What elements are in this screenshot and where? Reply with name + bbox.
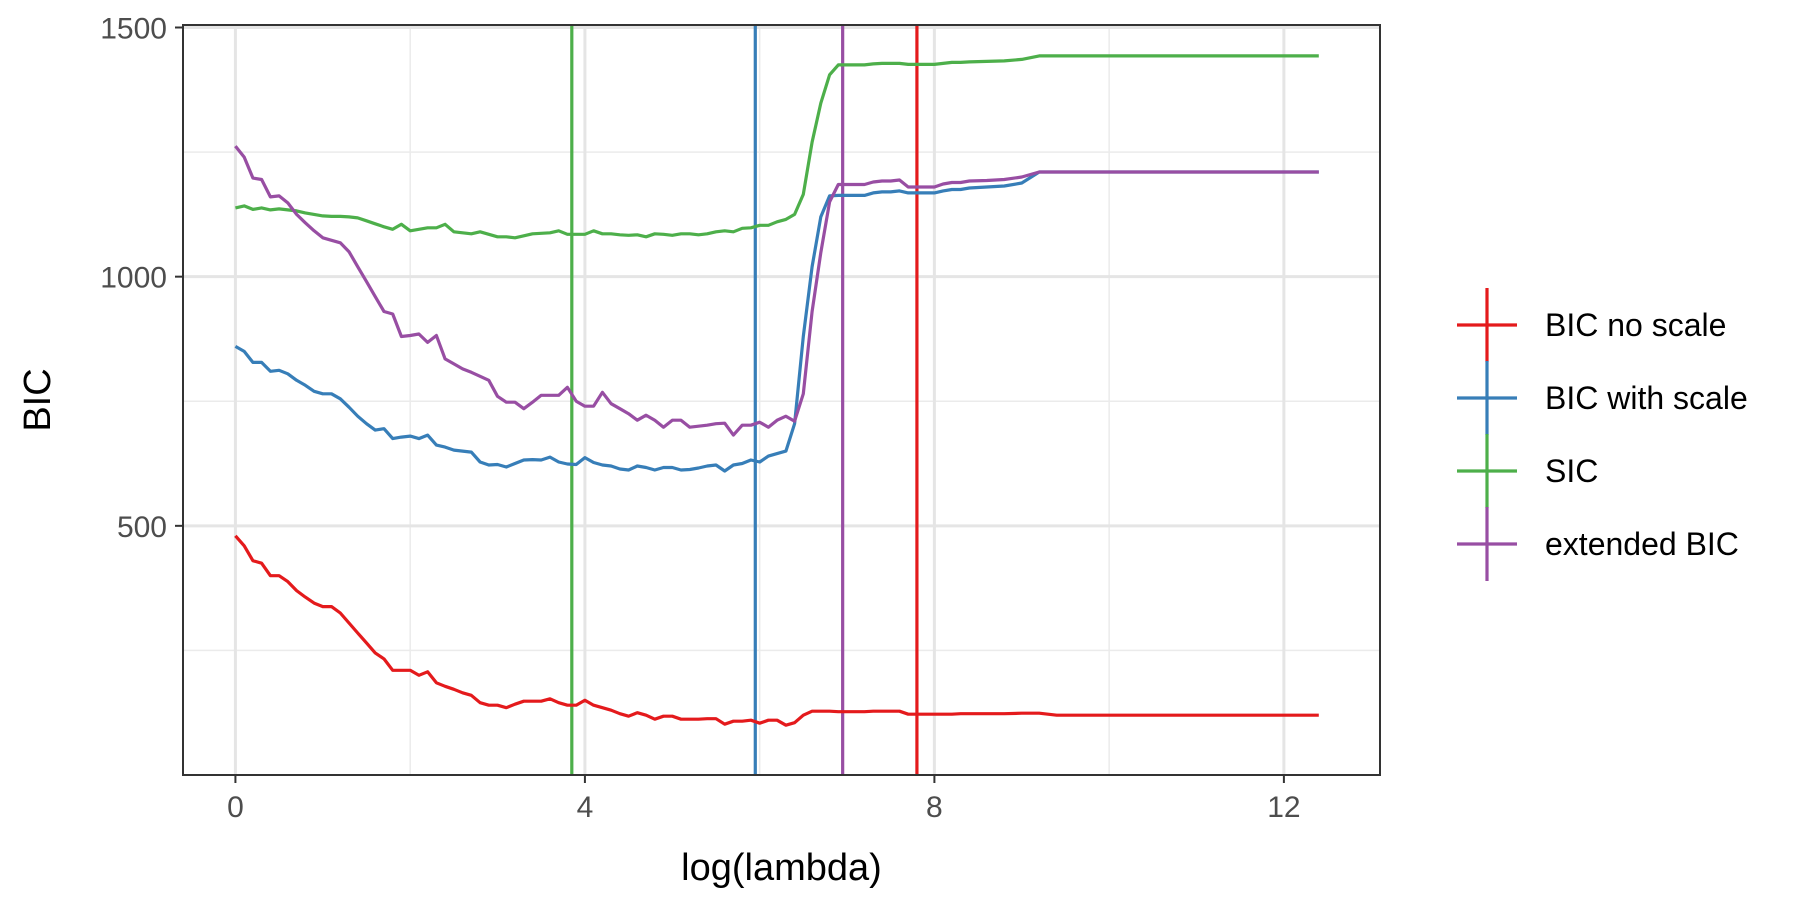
legend-item-bic-no-scale: BIC no scale bbox=[1457, 288, 1726, 362]
legend-label: SIC bbox=[1545, 453, 1598, 489]
y-axis-title: BIC bbox=[17, 368, 59, 431]
series-line-extended-bic bbox=[234, 145, 1319, 437]
legend-item-bic-with-scale: BIC with scale bbox=[1457, 361, 1748, 435]
legend-item-sic: SIC bbox=[1457, 434, 1598, 508]
y-tick-label: 1000 bbox=[100, 262, 167, 295]
x-tick-label: 8 bbox=[926, 791, 943, 824]
series-line-bic-with-scale bbox=[234, 170, 1319, 473]
legend: BIC no scale BIC with scale SIC extended BI… bbox=[1457, 288, 1748, 581]
grid-minor bbox=[183, 25, 1380, 775]
y-tick-label: 1500 bbox=[100, 12, 167, 45]
x-axis: 0 4 8 12 bbox=[227, 775, 1301, 824]
x-tick-label: 12 bbox=[1267, 791, 1300, 824]
legend-label: BIC with scale bbox=[1545, 380, 1748, 416]
vertical-lines bbox=[570, 25, 919, 775]
series-line-sic bbox=[235, 54, 1319, 240]
y-axis: 500 1000 1500 bbox=[100, 12, 183, 544]
legend-label: extended BIC bbox=[1545, 526, 1739, 562]
grid-major bbox=[183, 25, 1380, 775]
panel-border bbox=[182, 24, 1381, 776]
legend-item-extended-bic: extended BIC bbox=[1457, 507, 1739, 581]
legend-label: BIC no scale bbox=[1545, 307, 1726, 343]
x-axis-title: log(lambda) bbox=[681, 847, 882, 889]
y-tick-label: 500 bbox=[117, 511, 167, 544]
series-lines bbox=[234, 54, 1319, 727]
x-tick-label: 0 bbox=[227, 791, 244, 824]
series-line-bic-no-scale bbox=[234, 534, 1319, 727]
x-tick-label: 4 bbox=[577, 791, 594, 824]
